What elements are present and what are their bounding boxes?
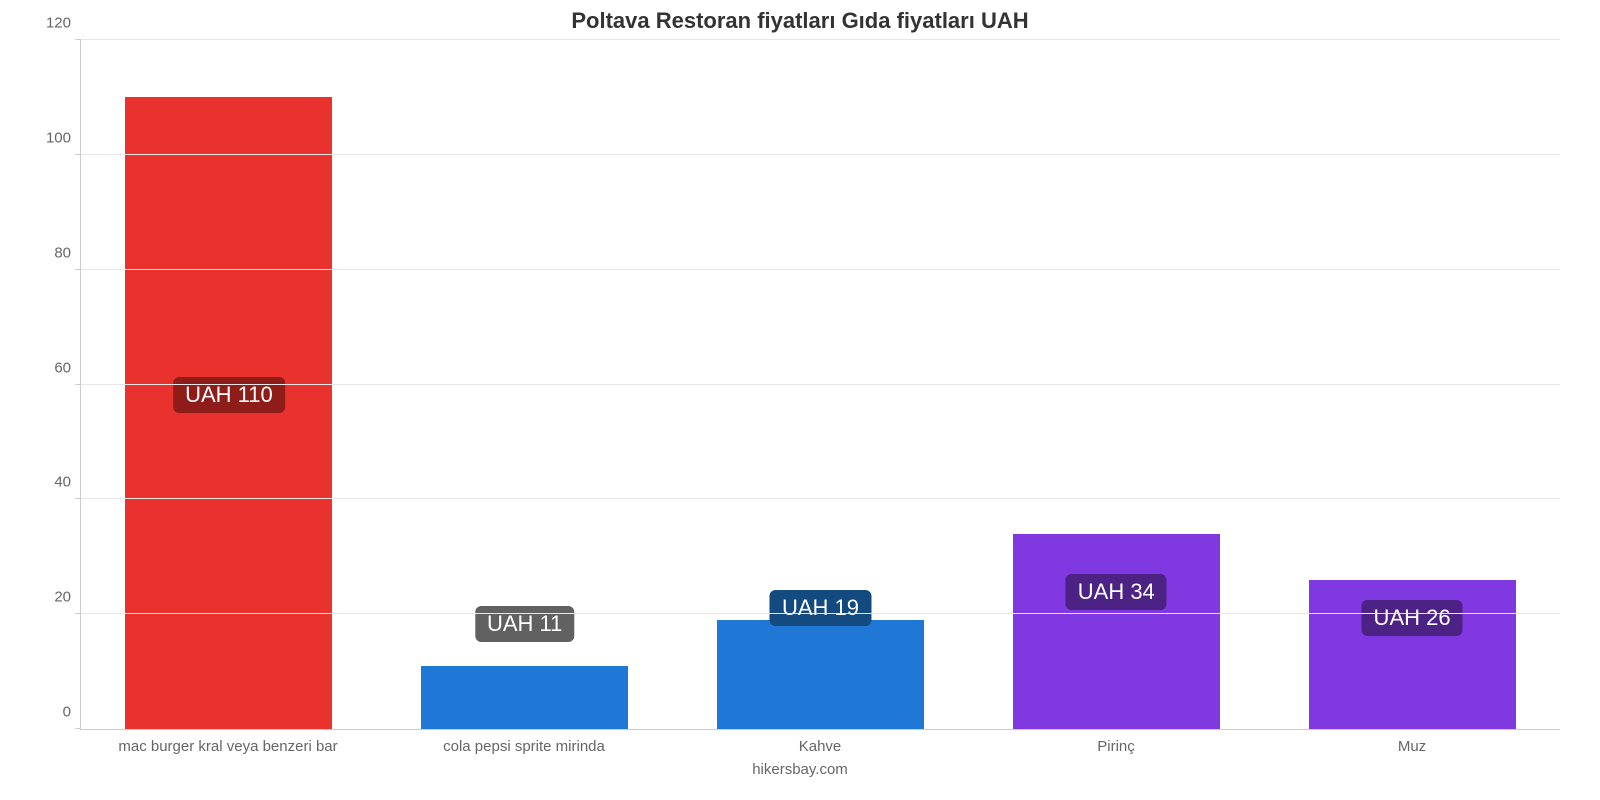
x-axis-label: Pirinç bbox=[968, 730, 1264, 755]
bar: UAH 26 bbox=[1309, 580, 1516, 729]
bars-row: UAH 110 UAH 11 UAH 19 UAH 34 UAH 26 bbox=[81, 40, 1560, 729]
ytick-label: 120 bbox=[46, 15, 81, 32]
plot-inner: UAH 110UAH 11UAH 19UAH 34UAH 26 02040608… bbox=[80, 40, 1560, 730]
ytick-mark bbox=[75, 498, 81, 499]
bar-slot: UAH 34 bbox=[968, 40, 1264, 729]
gridline bbox=[81, 384, 1560, 385]
bar-slot: UAH 19 bbox=[673, 40, 969, 729]
ytick-label: 40 bbox=[54, 474, 81, 491]
gridline bbox=[81, 39, 1560, 40]
x-axis-label: Muz bbox=[1264, 730, 1560, 755]
ytick-mark bbox=[75, 728, 81, 729]
bar: UAH 11 bbox=[421, 666, 628, 729]
value-badge: UAH 11 bbox=[475, 606, 574, 642]
source-label: hikersbay.com bbox=[20, 761, 1580, 778]
chart-container: Poltava Restoran fiyatları Gıda fiyatlar… bbox=[0, 0, 1600, 800]
ytick-label: 20 bbox=[54, 589, 81, 606]
gridline bbox=[81, 154, 1560, 155]
bar-slot: UAH 26 bbox=[1264, 40, 1560, 729]
ytick-mark bbox=[75, 39, 81, 40]
x-axis: mac burger kral veya benzeri barcola pep… bbox=[80, 730, 1560, 755]
ytick-label: 60 bbox=[54, 359, 81, 376]
bar-slot: UAH 11 bbox=[377, 40, 673, 729]
x-axis-label: cola pepsi sprite mirinda bbox=[376, 730, 672, 755]
ytick-mark bbox=[75, 613, 81, 614]
bar: UAH 110 bbox=[125, 97, 332, 729]
chart-title: Poltava Restoran fiyatları Gıda fiyatlar… bbox=[20, 8, 1580, 34]
gridline bbox=[81, 498, 1560, 499]
x-axis-label: Kahve bbox=[672, 730, 968, 755]
value-badge: UAH 19 bbox=[770, 590, 871, 626]
bar: UAH 19 bbox=[717, 620, 924, 729]
bar: UAH 34 bbox=[1013, 534, 1220, 729]
value-badge: UAH 26 bbox=[1362, 600, 1463, 636]
ytick-mark bbox=[75, 154, 81, 155]
ytick-mark bbox=[75, 269, 81, 270]
value-badge: UAH 34 bbox=[1066, 574, 1167, 610]
x-axis-label: mac burger kral veya benzeri bar bbox=[80, 730, 376, 755]
gridline bbox=[81, 269, 1560, 270]
plot-area: UAH 110UAH 11UAH 19UAH 34UAH 26 02040608… bbox=[80, 40, 1560, 730]
ytick-label: 0 bbox=[63, 704, 81, 721]
ytick-label: 80 bbox=[54, 244, 81, 261]
gridline bbox=[81, 613, 1560, 614]
ytick-label: 100 bbox=[46, 129, 81, 146]
bar-slot: UAH 110 bbox=[81, 40, 377, 729]
ytick-mark bbox=[75, 384, 81, 385]
